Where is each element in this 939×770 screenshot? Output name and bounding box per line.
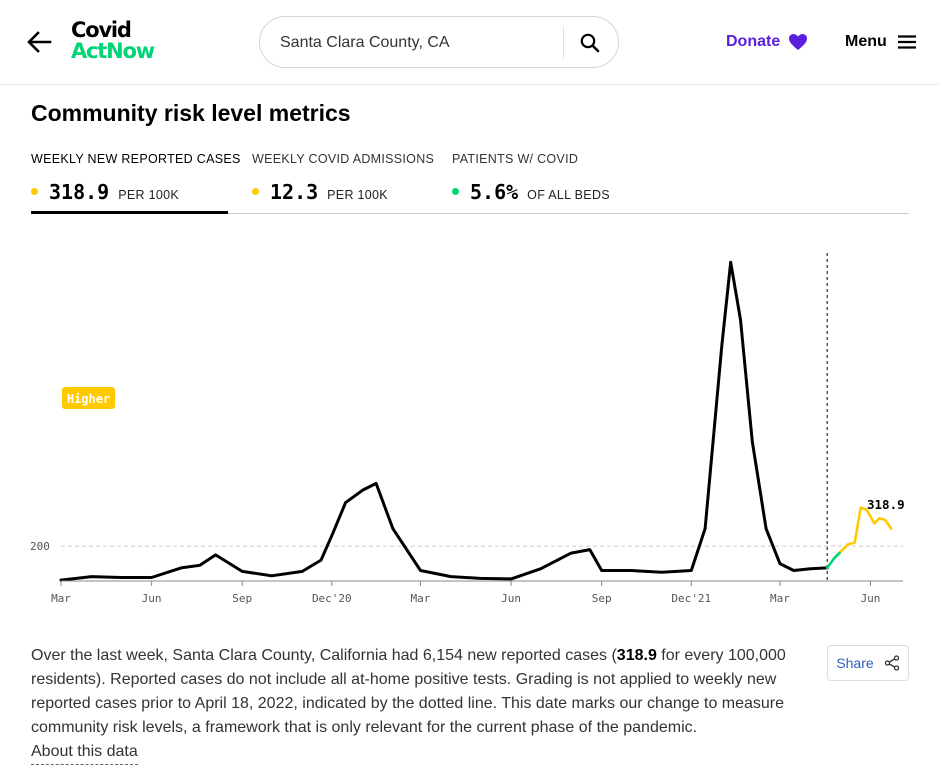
metric-unit: PER 100K: [327, 188, 388, 202]
series-line-2: [839, 506, 893, 553]
description-bold-value: 318.9: [616, 647, 657, 664]
heart-icon: [789, 34, 808, 50]
x-tick-label: Mar: [411, 592, 431, 605]
x-tick-label: Mar: [770, 592, 790, 605]
description-text-1: Over the last week, Santa Clara County, …: [31, 647, 617, 664]
x-tick-label: Dec'20: [312, 592, 352, 605]
metric-value: 12.3: [270, 180, 319, 204]
covid-act-now-logo[interactable]: Covid ActNow: [71, 18, 155, 63]
top-header: Covid ActNow Donate Menu: [0, 0, 939, 85]
tab-label: WEEKLY NEW REPORTED CASES: [31, 152, 241, 166]
share-icon: [884, 655, 899, 671]
menu-label: Menu: [845, 33, 887, 50]
series-line-1: [825, 550, 843, 570]
tab-label: WEEKLY COVID ADMISSIONS: [252, 152, 435, 166]
tab-value-row: 318.9 PER 100K: [31, 180, 228, 204]
metric-unit: PER 100K: [118, 188, 179, 202]
tab-label: PATIENTS W/ COVID: [452, 152, 579, 166]
risk-level-badge-bg: [62, 387, 115, 409]
donate-label: Donate: [726, 33, 781, 50]
about-this-data-link[interactable]: About this data: [31, 740, 138, 765]
latest-value-label: 318.9: [867, 497, 905, 512]
tab-weekly-admissions[interactable]: WEEKLY COVID ADMISSIONS 12.3 PER 100K: [252, 152, 435, 214]
metric-value: 318.9: [49, 180, 110, 204]
risk-level-badge-label: Higher: [67, 392, 110, 406]
status-dot: [452, 188, 459, 195]
x-tick-label: Sep: [592, 592, 612, 605]
y-tick-label: 200: [30, 540, 50, 553]
section-title: Community risk level metrics: [31, 100, 351, 126]
x-tick-label: Jun: [142, 592, 162, 605]
search-icon[interactable]: [578, 30, 602, 56]
description-text-2: for every 100,000 residents). Reported c…: [31, 647, 786, 736]
x-tick-label: Mar: [51, 592, 71, 605]
metric-value: 5.6%: [470, 180, 519, 204]
share-label: Share: [836, 655, 874, 671]
risk-level-badge: Higher: [62, 387, 115, 409]
search-divider: [563, 27, 564, 59]
menu-button[interactable]: Menu: [845, 33, 917, 51]
chart-description: Over the last week, Santa Clara County, …: [31, 644, 801, 740]
tab-value-row: 12.3 PER 100K: [252, 180, 432, 204]
logo-line-2: ActNow: [71, 39, 155, 63]
share-button[interactable]: Share: [827, 645, 909, 681]
location-search: [259, 16, 619, 68]
x-tick-label: Jun: [861, 592, 881, 605]
tab-patients-with-covid[interactable]: PATIENTS W/ COVID 5.6% OF ALL BEDS: [452, 152, 632, 214]
metric-tabs: WEEKLY NEW REPORTED CASES 318.9 PER 100K…: [31, 152, 909, 214]
series-line-0: [59, 260, 829, 582]
status-dot: [252, 188, 259, 195]
logo-line-1: Covid: [71, 18, 132, 42]
status-dot: [31, 188, 38, 195]
x-tick-label: Sep: [232, 592, 252, 605]
x-tick-label: Jun: [501, 592, 521, 605]
x-tick-label: Dec'21: [671, 592, 711, 605]
search-input[interactable]: [280, 31, 560, 55]
hamburger-icon: [897, 35, 916, 49]
tab-value-row: 5.6% OF ALL BEDS: [452, 180, 632, 204]
weekly-cases-chart: 200 Mar Jun Sep Dec'20 Mar Jun Sep Dec'21 Mar Jun …: [0, 225, 939, 620]
donate-button[interactable]: Donate: [726, 33, 808, 51]
back-arrow-icon[interactable]: [24, 27, 54, 57]
metric-unit: OF ALL BEDS: [527, 188, 610, 202]
tab-weekly-new-cases[interactable]: WEEKLY NEW REPORTED CASES 318.9 PER 100K: [31, 152, 241, 214]
